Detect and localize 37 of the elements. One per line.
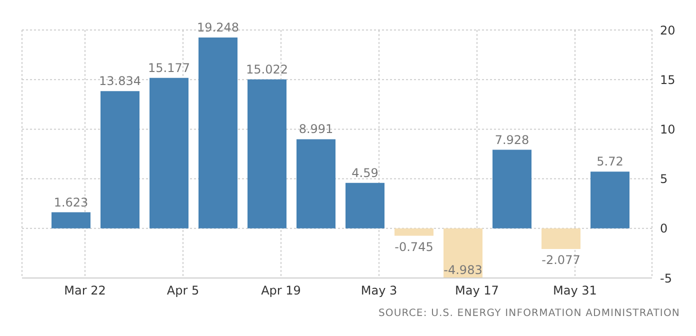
y-tick-label: 5 [660,172,668,186]
x-tick-label: May 31 [553,284,597,298]
x-tick-label: Mar 22 [64,284,106,298]
bar [150,78,188,228]
x-tick-label: May 17 [455,284,499,298]
bar [296,139,336,228]
x-tick-label: Apr 5 [166,284,200,298]
bar [590,172,630,228]
data-label: 7.928 [494,132,530,147]
bar [248,79,286,228]
y-tick-label: 15 [660,72,676,87]
y-tick-label: 0 [660,222,668,236]
y-tick-label: -5 [660,271,672,286]
bar [346,182,384,228]
data-label: 4.59 [352,166,378,180]
bar [444,228,482,278]
data-label: 15.177 [148,60,190,75]
data-label: -2.077 [542,253,580,268]
y-tick-label: 20 [660,23,676,38]
x-tick-label: Apr 19 [261,284,301,298]
data-label: 5.72 [596,154,624,169]
y-tick-label: 10 [660,122,676,136]
data-label: 13.834 [99,74,141,88]
bar [492,150,532,228]
bar [52,212,90,228]
data-label: 15.022 [246,62,288,76]
data-label: -0.745 [394,240,434,254]
x-tick-label: May 3 [360,284,398,298]
bar [198,37,238,228]
data-label: 19.248 [197,20,239,34]
bar [542,228,580,250]
bar [394,228,434,236]
data-label: 1.623 [54,195,88,210]
bar [100,91,140,228]
data-label: 8.991 [298,122,334,136]
data-label: -4.983 [444,262,482,277]
source-note: SOURCE: U.S. ENERGY INFORMATION ADMINISTRATION [378,308,680,319]
